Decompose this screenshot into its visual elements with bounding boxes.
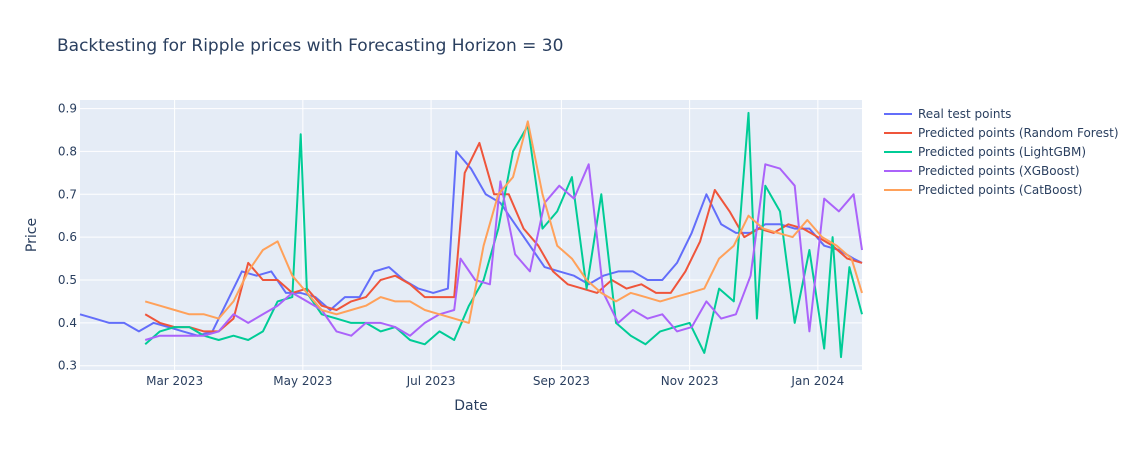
plot-area [80, 100, 862, 370]
series-line-4[interactable] [144, 120, 863, 324]
y-tick-label: 0.3 [58, 359, 77, 373]
legend-item-1[interactable]: Predicted points (Random Forest) [884, 126, 1119, 140]
chart-title: Backtesting for Ripple prices with Forec… [57, 36, 563, 56]
x-axis-title: Date [454, 398, 487, 414]
legend-label: Predicted points (LightGBM) [918, 145, 1086, 159]
series-line-1[interactable] [144, 141, 863, 333]
y-tick-label: 0.9 [58, 102, 77, 116]
x-tick-label: Mar 2023 [146, 374, 203, 388]
y-tick-label: 0.6 [58, 230, 77, 244]
y-axis-title: Price [24, 218, 40, 252]
x-tick-label: May 2023 [273, 374, 332, 388]
x-tick-label: Nov 2023 [661, 374, 719, 388]
x-axis-ticks: Mar 2023 May 2023 Jul 2023 Sep 2023 Nov 2023… [146, 374, 844, 388]
legend-label: Predicted points (Random Forest) [918, 126, 1119, 140]
legend-label: Real test points [918, 107, 1011, 121]
gridlines [80, 100, 862, 370]
y-axis-ticks: 0.3 0.4 0.5 0.6 0.7 0.8 0.9 [58, 102, 77, 373]
legend[interactable]: Real test points Predicted points (Random… [884, 107, 1119, 197]
series-layer [79, 111, 863, 359]
series-line-3[interactable] [144, 163, 863, 341]
legend-item-0[interactable]: Real test points [884, 107, 1011, 121]
series-line-2[interactable] [144, 111, 863, 359]
x-tick-label: Sep 2023 [533, 374, 590, 388]
legend-item-3[interactable]: Predicted points (XGBoost) [884, 164, 1080, 178]
legend-label: Predicted points (XGBoost) [918, 164, 1080, 178]
y-tick-label: 0.7 [58, 187, 77, 201]
x-tick-label: Jan 2024 [790, 374, 844, 388]
y-tick-label: 0.4 [58, 316, 77, 330]
x-tick-label: Jul 2023 [406, 374, 456, 388]
y-tick-label: 0.8 [58, 144, 77, 158]
legend-item-2[interactable]: Predicted points (LightGBM) [884, 145, 1086, 159]
legend-item-4[interactable]: Predicted points (CatBoost) [884, 183, 1083, 197]
y-tick-label: 0.5 [58, 273, 77, 287]
legend-label: Predicted points (CatBoost) [918, 183, 1083, 197]
